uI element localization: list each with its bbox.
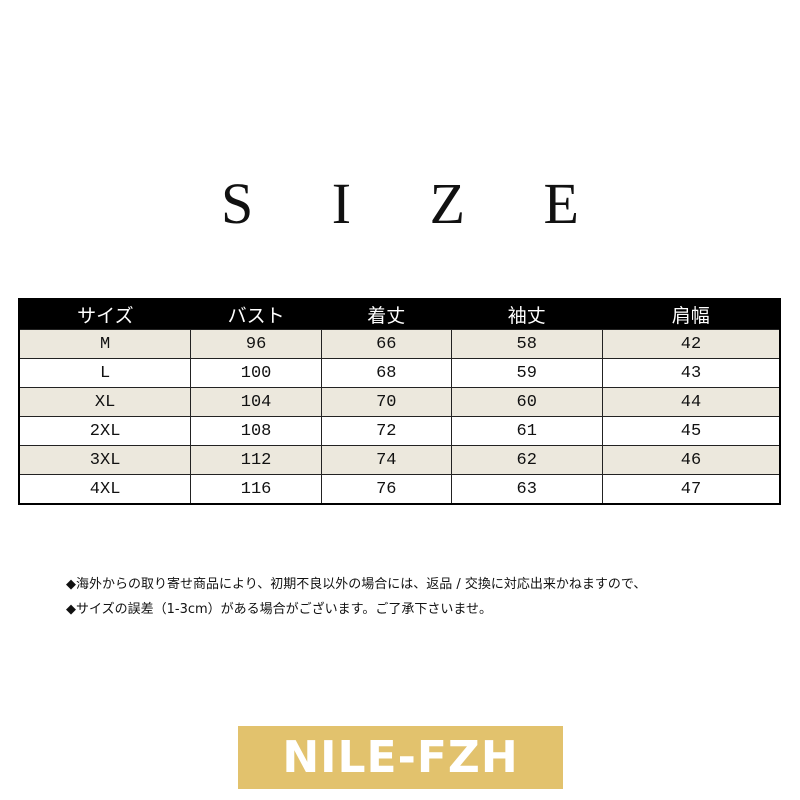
- table-row: 3XL 112 74 62 46: [18, 445, 781, 475]
- brand-label: NILE-FZH: [238, 726, 563, 789]
- table-cell: 47: [601, 474, 781, 505]
- table-cell: 2XL: [18, 416, 192, 446]
- table-cell: 59: [450, 358, 603, 388]
- header-length: 着丈: [321, 299, 452, 330]
- table-cell: 100: [190, 358, 322, 388]
- header-bust: バスト: [190, 299, 322, 330]
- table-cell: 72: [320, 416, 452, 446]
- table-cell: 42: [601, 329, 781, 359]
- table-cell: 60: [450, 387, 603, 417]
- table-cell: 74: [320, 445, 452, 475]
- table-cell: L: [18, 358, 192, 388]
- table-cell: 43: [601, 358, 781, 388]
- table-cell: 76: [320, 474, 452, 505]
- notes: ◆海外からの取り寄せ商品により、初期不良以外の場合には、返品 / 交換に対応出来…: [66, 572, 646, 622]
- table-cell: 61: [450, 416, 603, 446]
- table-row: 4XL 116 76 63 47: [18, 474, 781, 505]
- table-cell: 44: [601, 387, 781, 417]
- table-cell: 4XL: [18, 474, 192, 505]
- table-cell: 70: [320, 387, 452, 417]
- table-row: XL 104 70 60 44: [18, 387, 781, 417]
- header-shoulder: 肩幅: [602, 299, 780, 330]
- table-cell: 46: [601, 445, 781, 475]
- table-cell: 108: [190, 416, 322, 446]
- table-header-row: サイズ バスト 着丈 袖丈 肩幅: [19, 299, 780, 330]
- table-cell: 116: [190, 474, 322, 505]
- table-cell: 3XL: [18, 445, 192, 475]
- header-size: サイズ: [19, 299, 191, 330]
- table-row: M 96 66 58 42: [18, 329, 781, 359]
- table-cell: 63: [450, 474, 603, 505]
- size-table: サイズ バスト 着丈 袖丈 肩幅 M 96 66 58 42 L 100 68 59 43 XL 10…: [18, 298, 781, 505]
- table-cell: 45: [601, 416, 781, 446]
- table-cell: 66: [320, 329, 452, 359]
- table-row: 2XL 108 72 61 45: [18, 416, 781, 446]
- header-sleeve: 袖丈: [451, 299, 603, 330]
- table-cell: 58: [450, 329, 603, 359]
- note-line: ◆サイズの誤差（1-3cm）がある場合がございます。ご了承下さいませ。: [66, 602, 492, 617]
- page-title: S I Z E: [221, 171, 611, 236]
- table-cell: 112: [190, 445, 322, 475]
- table-cell: M: [18, 329, 192, 359]
- table-cell: XL: [18, 387, 192, 417]
- note-line: ◆海外からの取り寄せ商品により、初期不良以外の場合には、返品 / 交換に対応出来…: [66, 577, 647, 592]
- table-row: L 100 68 59 43: [18, 358, 781, 388]
- table-cell: 68: [320, 358, 452, 388]
- table-cell: 62: [450, 445, 603, 475]
- table-cell: 104: [190, 387, 322, 417]
- table-cell: 96: [190, 329, 322, 359]
